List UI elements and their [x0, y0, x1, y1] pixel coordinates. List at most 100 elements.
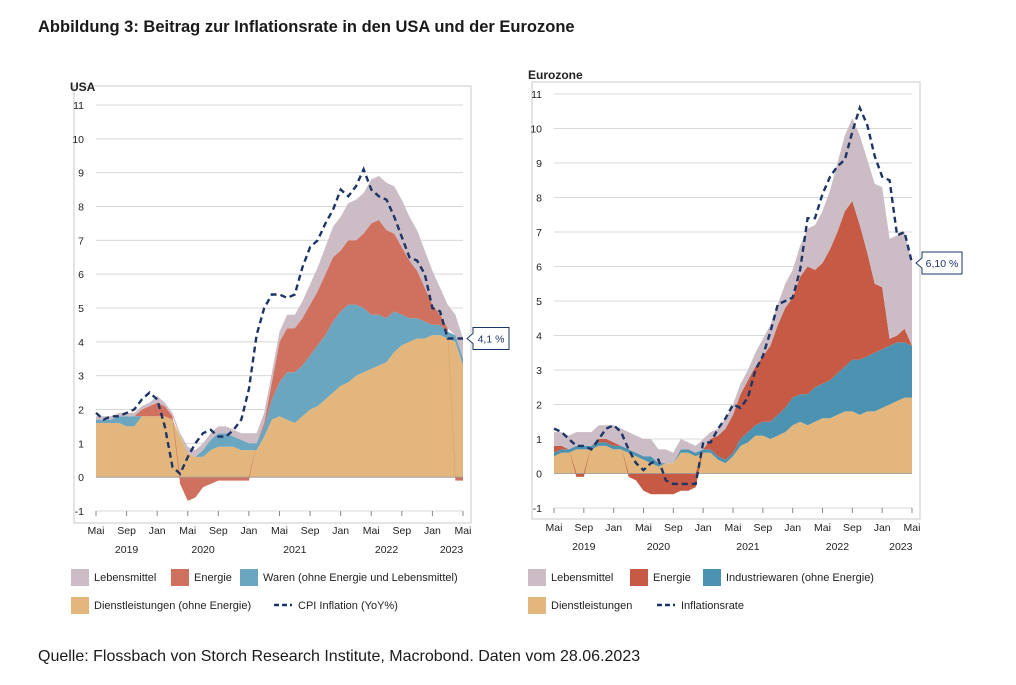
label-box — [466, 326, 510, 350]
x-year-label: 2022 — [826, 541, 850, 553]
legend-swatch — [528, 569, 546, 586]
x-month-label: Mai — [271, 525, 288, 537]
value-label: 4,1 % — [466, 326, 510, 350]
x-month-label: Sep — [117, 525, 136, 537]
legend-label: Lebensmittel — [94, 572, 156, 584]
y-tick-label: 11 — [531, 89, 542, 101]
y-tick-label: 8 — [536, 193, 542, 205]
x-month-label: Sep — [392, 525, 411, 537]
x-month-label: Jan — [240, 525, 257, 537]
y-tick-label: 1 — [536, 434, 542, 446]
y-tick-label: -1 — [533, 503, 542, 515]
y-tick-label: 0 — [536, 469, 542, 481]
x-year-label: 2020 — [647, 541, 671, 553]
x-year-label: 2023 — [440, 544, 464, 556]
x-month-label: Jan — [149, 525, 166, 537]
x-month-label: Mai — [904, 522, 921, 534]
x-month-label: Jan — [332, 525, 349, 537]
x-month-label: Sep — [209, 525, 228, 537]
y-tick-label: 4 — [536, 331, 542, 343]
y-tick-label: 9 — [78, 168, 84, 180]
y-tick-label: 3 — [536, 365, 542, 377]
legend-swatch — [703, 569, 721, 586]
legend-swatch — [630, 569, 648, 586]
legend-swatch — [71, 597, 89, 614]
legend-label: Dienstleistungen — [551, 600, 632, 612]
x-month-label: Mai — [725, 522, 742, 534]
y-tick-label: -1 — [75, 506, 84, 518]
x-month-label: Mai — [546, 522, 563, 534]
y-tick-label: 11 — [73, 100, 84, 112]
y-tick-label: 2 — [78, 405, 84, 417]
legend-label: Energie — [653, 572, 691, 584]
area-services — [554, 397, 912, 474]
y-tick-label: 5 — [78, 303, 84, 315]
label-box-text: 6,10 % — [926, 258, 959, 270]
plot-frame — [531, 81, 921, 520]
y-tick-label: 6 — [536, 262, 542, 274]
x-year-label: 2020 — [191, 544, 215, 556]
y-tick-label: 8 — [78, 202, 84, 214]
x-month-label: Sep — [574, 522, 593, 534]
legend-swatch — [528, 597, 546, 614]
area-energy — [554, 201, 912, 495]
x-month-label: Jan — [424, 525, 441, 537]
y-tick-label: 10 — [530, 124, 542, 136]
x-month-label: Sep — [753, 522, 772, 534]
region-label: USA — [70, 80, 96, 94]
area-goods — [96, 304, 463, 457]
value-label: 6,10 % — [915, 251, 963, 275]
x-month-label: Sep — [843, 522, 862, 534]
y-tick-label: 6 — [78, 269, 84, 281]
plot-frame — [73, 85, 472, 524]
y-tick-label: 7 — [536, 227, 542, 239]
x-month-label: Jan — [605, 522, 622, 534]
figure-title: Abbildung 3: Beitrag zur Inflationsrate … — [38, 18, 575, 36]
x-month-label: Mai — [363, 525, 380, 537]
x-month-label: Mai — [88, 525, 105, 537]
area-energy — [96, 220, 463, 501]
source-note: Quelle: Flossbach von Storch Research In… — [38, 648, 641, 665]
y-tick-label: 1 — [78, 438, 84, 450]
area-services — [96, 335, 463, 478]
eurozone-chart: Eurozone -1 0 1 2 3 4 5 6 7 8 9 10 11 6,10 % Mai Sep Jan M… — [528, 68, 963, 614]
usa-chart: USA -1 0 1 2 3 4 5 6 7 8 9 10 11 4,1 % Mai Sep Jan Mai Sep J… — [70, 80, 510, 614]
label-box — [915, 251, 963, 275]
x-month-label: Mai — [635, 522, 652, 534]
legend-swatch — [71, 569, 89, 586]
x-month-label: Jan — [874, 522, 891, 534]
region-label: Eurozone — [528, 68, 583, 82]
legend-label: Energie — [194, 572, 232, 584]
y-tick-label: 7 — [78, 235, 84, 247]
y-tick-label: 4 — [78, 337, 84, 349]
x-month-label: Mai — [455, 525, 472, 537]
x-month-label: Sep — [301, 525, 320, 537]
x-year-label: 2023 — [889, 541, 913, 553]
legend: Lebensmittel Energie Waren (ohne Energie u… — [71, 569, 458, 614]
inflation-line — [95, 166, 463, 476]
legend-label: Waren (ohne Energie und Lebensmittel) — [263, 572, 458, 584]
legend-label: Dienstleistungen (ohne Energie) — [94, 600, 251, 612]
x-month-label: Jan — [784, 522, 801, 534]
y-tick-label: 3 — [78, 371, 84, 383]
legend-label: Inflationsrate — [681, 600, 744, 612]
y-tick-label: 9 — [536, 158, 542, 170]
y-tick-label: 0 — [78, 472, 84, 484]
y-tick-label: 5 — [536, 296, 542, 308]
legend-label: Lebensmittel — [551, 572, 613, 584]
y-tick-label: 10 — [72, 134, 84, 146]
x-month-label: Mai — [179, 525, 196, 537]
x-year-label: 2021 — [736, 541, 760, 553]
legend-swatch — [171, 569, 189, 586]
label-box-text: 4,1 % — [478, 333, 505, 345]
x-month-label: Jan — [695, 522, 712, 534]
area-goods — [554, 342, 912, 467]
x-year-label: 2019 — [115, 544, 139, 556]
x-month-label: Sep — [664, 522, 683, 534]
legend-swatch — [240, 569, 258, 586]
x-year-label: 2019 — [572, 541, 596, 553]
x-month-label: Mai — [814, 522, 831, 534]
x-year-label: 2022 — [375, 544, 399, 556]
legend-label: CPI Inflation (YoY%) — [298, 600, 398, 612]
